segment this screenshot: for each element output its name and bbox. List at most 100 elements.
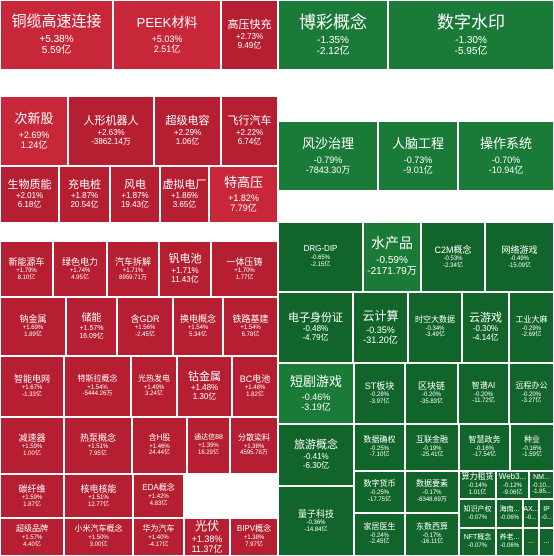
treemap-tile[interactable]: 东数西算 -0.17% -16.11亿 [405,513,459,556]
treemap-tile[interactable]: AX... -0... [523,499,539,528]
treemap-tile[interactable]: 超级品牌 +1.57% 4.40亿 [0,518,64,556]
treemap-tile[interactable]: 华为汽车 +1.40% -4.17亿 [133,518,184,556]
tile-change-percent: -0.07% [467,543,487,550]
treemap-tile[interactable]: 操作系统 -0.70% -10.94亿 [458,121,554,191]
treemap-tile[interactable]: 虚拟电厂 +1.86% 3.65亿 [160,166,209,223]
tile-change-percent: -0.19% [422,445,442,452]
treemap-tile[interactable]: 小米汽车概念 +1.50% 3.00亿 [64,518,133,556]
treemap-tile[interactable]: 区块链 -0.20% -35.83亿 [405,363,458,424]
tile-change-percent: +1.59% [21,444,43,451]
tile-change-percent: -0.10... [532,482,551,489]
treemap-tile[interactable]: ... [523,528,539,556]
treemap-tile[interactable]: NM... -0.10... -1.85... [529,471,554,499]
treemap-tile[interactable]: 水产品 -0.59% -2171.79万 [363,222,421,292]
treemap-tile[interactable]: 互联金融 -0.19% -25.41亿 [405,424,459,471]
treemap-tile[interactable]: 算力租赁 -0.14% 1.01亿 [459,471,496,499]
treemap-tile[interactable]: 一体压铸 +1.70% 1.77亿 [211,241,278,297]
treemap-tile[interactable]: 种业 -0.16% -1.59亿 [510,424,554,471]
treemap-tile[interactable]: 含GDR +1.56% -2.45亿 [117,297,173,356]
treemap-tile[interactable]: 通达信88 +1.39% 16.29亿 [187,417,230,474]
treemap-tile[interactable]: ST板块 -0.28% -3.97亿 [354,363,405,424]
treemap-tile[interactable]: 新能源车 +1.79% 8.10亿 [0,241,53,297]
treemap-tile[interactable]: 铁路基建 +1.54% 6.78亿 [223,297,278,356]
treemap-tile[interactable]: 超级电容 +2.29% 1.06亿 [154,96,221,166]
treemap-tile[interactable]: 数据确权 -0.25% -7.10亿 [354,424,405,471]
treemap-tile[interactable]: 生物质能 +2.01% 6.18亿 [0,166,59,223]
tile-sector-name: C2M概念 [434,244,472,255]
tile-sector-name: 飞行汽车 [227,115,272,128]
treemap-tile[interactable]: 博彩概念 -1.35% -2.12亿 [278,0,388,70]
treemap-tile[interactable]: 铜缆高速连接 +5.38% 5.59亿 [0,0,113,70]
tile-sector-name: 电子身份证 [288,311,343,324]
tile-change-percent: +1.39% [198,443,219,450]
treemap-tile[interactable]: 充电桩 +1.87% 20.54亿 [59,166,110,223]
treemap-tile[interactable]: 云游戏 -0.30% -4.14亿 [462,292,509,363]
treemap-tile[interactable]: 核电核能 +1.51% 12.77亿 [64,474,133,518]
treemap-tile[interactable]: 短剧游戏 -0.46% -3.19亿 [278,363,354,424]
tile-net-flow: 9.49亿 [237,40,262,50]
treemap-tile[interactable]: 次新股 +2.69% 1.24亿 [0,96,68,166]
treemap-tile[interactable]: 换电概念 +1.54% 5.34亿 [173,297,223,356]
treemap-tile[interactable]: EDA概念 +1.42% 4.83亿 [133,474,184,518]
treemap-tile[interactable]: 高压快充 +2.73% 9.49亿 [221,0,278,70]
treemap-tile[interactable]: 汽车拆解 +1.71% 8959.71万 [107,241,159,297]
treemap-tile[interactable]: 量子科技 -0.36% -14.84亿 [278,486,354,556]
treemap-tile[interactable]: 时空大数据 -0.34% -3.49亿 [408,292,462,363]
treemap-tile[interactable]: ... [539,528,554,556]
treemap-tile[interactable]: C2M概念 -0.53% -2.34亿 [421,222,485,292]
tile-change-percent: +1.69% [22,325,44,332]
treemap-tile[interactable]: 飞行汽车 +2.22% 6.74亿 [221,96,278,166]
treemap-tile[interactable]: PEEK材料 +5.03% 2.51亿 [113,0,221,70]
treemap-tile[interactable]: 养老... -0.06% [496,528,523,556]
treemap-tile[interactable]: 电子身份证 -0.48% -4.79亿 [278,292,353,363]
treemap-tile[interactable]: BIPV概念 +1.38% 7.97亿 [230,518,278,556]
treemap-tile[interactable]: 数字货币 -0.25% -17.75亿 [354,471,405,513]
tile-net-flow: 1.30亿 [192,392,217,402]
treemap-tile[interactable]: Web3... -0.12% -9.06亿 [496,471,529,499]
treemap-tile[interactable]: 钴金属 +1.48% 1.30亿 [177,356,232,417]
treemap-tile[interactable]: 储能 +1.57% 16.09亿 [66,297,117,356]
treemap-tile[interactable]: 工业大麻 -0.29% -2.69亿 [509,292,554,363]
treemap-tile[interactable]: 钠金属 +1.69% 1.89亿 [0,297,66,356]
treemap-tile[interactable]: 旅游概念 -0.41% -6.30亿 [278,424,354,486]
tile-change-percent: -0.65% [310,255,330,262]
treemap-tile[interactable]: 数字水印 -1.30% -5.95亿 [388,0,554,70]
treemap-tile[interactable]: 家居医生 -0.24% -2.45亿 [354,513,405,556]
treemap-tile[interactable]: 光热发电 +1.49% 3.24亿 [131,356,177,417]
tile-net-flow: -3.49亿 [425,332,445,339]
treemap-tile[interactable]: 知识产权 -0.07% [459,499,496,528]
tile-sector-name: 云计算 [362,309,399,324]
tile-change-percent: +1.56% [134,325,156,332]
treemap-tile[interactable]: 碳纤维 +1.59% 1.87亿 [0,474,64,518]
treemap-tile[interactable]: IP -0... [539,499,554,528]
treemap-tile[interactable]: 特高压 +1.82% 7.79亿 [209,166,278,223]
treemap-tile[interactable]: 绿色电力 +1.74% 4.95亿 [53,241,107,297]
treemap-tile[interactable]: 网络游戏 -0.49% -15.09亿 [485,222,554,292]
treemap-tile[interactable]: 智慧政务 -0.16% -17.54亿 [459,424,510,471]
treemap-tile[interactable]: 数据要素 -0.17% -6348.69万 [405,471,459,513]
treemap-tile[interactable]: 海南... -0.06% [496,499,523,528]
treemap-tile[interactable]: DRG-DIP -0.65% -2.15亿 [278,222,363,292]
treemap-tile[interactable]: 智能电网 +1.67% -1.33亿 [0,356,64,417]
treemap-tile[interactable]: 云计算 -0.35% -31.20亿 [353,292,408,363]
treemap-tile[interactable]: 钒电池 +1.71% 11.43亿 [159,241,211,297]
treemap-tile[interactable]: 风沙治理 -0.79% -7843.30万 [278,121,378,191]
treemap-tile[interactable]: 风电 +1.87% 19.43亿 [110,166,160,223]
tile-sector-name: 高压快充 [227,19,272,32]
treemap-tile[interactable]: BC电池 +1.48% 1.82亿 [232,356,278,417]
treemap-tile[interactable]: 特斯拉概念 +1.54% -5444.26万 [64,356,131,417]
tile-net-flow: 8959.71万 [119,274,147,281]
tile-change-percent: -0.06% [499,514,519,521]
treemap-tile[interactable]: 远程办公 -0.20% -3.27亿 [509,363,554,424]
treemap-tile[interactable]: 光伏 +1.38% 11.37亿 [184,518,230,556]
treemap-tile[interactable]: 含H股 +1.46% 24.44亿 [132,417,187,474]
treemap-tile[interactable]: 人脑工程 -0.73% -9.01亿 [378,121,458,191]
tile-net-flow: -1.33亿 [22,392,42,399]
treemap-tile[interactable]: 减速器 +1.59% 1.00亿 [0,417,64,474]
treemap-tile[interactable]: 人形机器人 +2.63% -3862.14万 [68,96,154,166]
treemap-tile[interactable]: 分散染料 +1.38% 4595.78万 [230,417,278,474]
treemap-tile[interactable]: NFT概念 -0.07% [459,528,496,556]
treemap-tile[interactable]: 智谱AI -0.20% -11.72亿 [458,363,509,424]
treemap-tile[interactable]: 热泵概念 +1.51% 7.95亿 [64,417,132,474]
tile-net-flow: 1.77亿 [235,274,254,281]
